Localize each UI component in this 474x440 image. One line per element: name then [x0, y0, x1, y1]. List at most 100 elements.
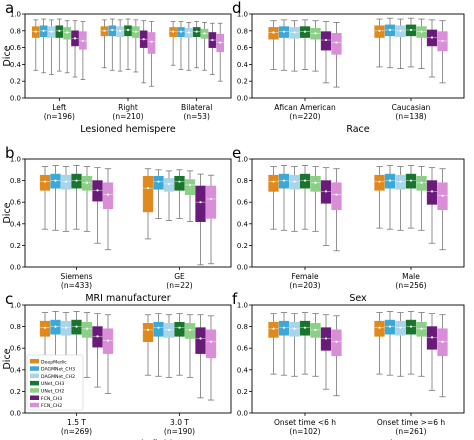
y-tick-label: 0.0: [237, 95, 248, 103]
box-mean-marker: [81, 39, 84, 42]
box-DAGMNet_CH2: [289, 166, 300, 232]
panel-letter: b: [5, 144, 15, 162]
box-iqr: [153, 321, 164, 337]
box-mean-marker: [167, 328, 171, 331]
panel-letter: a: [5, 0, 14, 17]
box-mean-marker: [420, 327, 423, 330]
box-UNet_CH2: [310, 313, 321, 377]
box-UNet_CH3: [405, 165, 417, 229]
box-mean-marker: [378, 180, 381, 183]
plot-frame: [251, 304, 465, 414]
box-FCN_CH2: [437, 20, 448, 84]
box-FCN_CH2: [331, 315, 342, 397]
legend-swatch: [30, 366, 39, 371]
box-DAGMNet_CH3: [153, 313, 164, 377]
box-mean-marker: [272, 180, 275, 183]
box-mean-marker: [43, 326, 47, 329]
box-DAGMNet_CH2: [395, 18, 406, 69]
box-mean-marker: [187, 31, 190, 34]
box-FCN_CH3: [195, 314, 206, 399]
x-tick-label: 1.5 T: [67, 418, 86, 427]
box-mean-marker: [103, 29, 106, 32]
box-mean-marker: [430, 190, 434, 193]
x-tick-count: (n=53): [183, 112, 210, 121]
box-UNet_CH2: [416, 312, 427, 377]
y-tick-label: 0.8: [10, 177, 21, 185]
panel-letter: f: [232, 290, 238, 308]
box-mean-marker: [146, 328, 150, 331]
box-UNet_CH2: [81, 166, 93, 232]
y-tick-label: 0.8: [10, 27, 21, 35]
box-DAGMNet_CH3: [50, 165, 61, 231]
box-mean-marker: [399, 180, 402, 183]
y-tick-label: 0.4: [237, 61, 249, 69]
box-mean-marker: [178, 180, 181, 183]
box-mean-marker: [73, 37, 77, 40]
box-DeepMedic: [268, 166, 279, 230]
box-DAGMNet_CH3: [153, 169, 164, 219]
box-DAGMNet_CH2: [163, 170, 175, 221]
x-axis-label: Lesioned hemispere: [80, 124, 176, 135]
y-tick-label: 0.2: [10, 78, 21, 86]
box-FCN_CH3: [208, 22, 217, 75]
plot-frame: [24, 304, 232, 414]
x-tick-count: (n=22): [166, 281, 193, 290]
box-mean-marker: [324, 190, 328, 193]
box-iqr: [142, 175, 154, 213]
box-mean-marker: [388, 28, 392, 32]
box-mean-marker: [314, 32, 317, 35]
x-tick-label: 3.0 T: [170, 418, 189, 427]
box-FCN_CH2: [331, 21, 342, 88]
x-tick-label: Onset time >=6 h: [377, 418, 446, 427]
box-mean-marker: [75, 325, 78, 328]
box-mean-marker: [378, 29, 381, 32]
x-tick-label: Caucasian: [392, 103, 431, 112]
box-UNet_CH2: [200, 21, 209, 71]
box-mean-marker: [85, 181, 89, 184]
plot-frame: [251, 158, 465, 268]
box-DAGMNet_CH2: [163, 314, 175, 378]
y-tick-label: 1.0: [237, 11, 248, 19]
box-UNet_CH3: [299, 312, 311, 375]
y-tick-label: 0.6: [10, 44, 22, 52]
legend-label: DAGMNet_CH2: [41, 374, 75, 380]
box-mean-marker: [399, 326, 402, 329]
panel-e: e 0.0 0.2 0.4 0.6 0.8 1.0 Female(n=203) Male(n=2…: [232, 144, 465, 304]
x-tick-count: (n=138): [395, 112, 426, 121]
box-FCN_CH2: [205, 174, 217, 265]
box-mean-marker: [157, 326, 160, 329]
box-mean-marker: [209, 340, 213, 343]
box-DAGMNet_CH2: [60, 166, 72, 232]
y-tick-label: 0.2: [10, 242, 21, 250]
y-tick-label: 0.0: [237, 410, 248, 418]
x-tick-count: (n=210): [112, 112, 143, 121]
box-FCN_CH3: [426, 19, 438, 78]
box-mean-marker: [146, 187, 150, 190]
box-mean-marker: [209, 197, 213, 201]
box-mean-marker: [409, 325, 413, 328]
box-DAGMNet_CH2: [395, 312, 406, 377]
box-UNet_CH2: [416, 18, 427, 69]
y-tick-label: 0.6: [237, 199, 249, 207]
box-DAGMNet_CH3: [384, 311, 396, 376]
y-tick-label: 0.8: [237, 177, 248, 185]
y-tick-label: 0.4: [10, 366, 22, 374]
box-DeepMedic: [31, 19, 40, 71]
y-tick-label: 0.0: [10, 95, 21, 103]
box-UNet_CH2: [132, 19, 140, 73]
box-DAGMNet_CH3: [39, 18, 48, 74]
y-axis-label: Dice: [2, 202, 13, 223]
box-FCN_CH3: [320, 21, 332, 84]
y-axis-label: Dice: [2, 348, 13, 369]
box-DAGMNet_CH2: [289, 20, 300, 72]
box-UNet_CH2: [63, 20, 72, 74]
box-UNet_CH3: [71, 165, 82, 230]
box-mean-marker: [126, 28, 130, 32]
box-mean-marker: [314, 181, 317, 184]
box-UNet_CH2: [310, 20, 321, 72]
box-mean-marker: [378, 326, 381, 329]
x-tick-count: (n=196): [44, 112, 75, 121]
box-FCN_CH3: [139, 20, 148, 84]
